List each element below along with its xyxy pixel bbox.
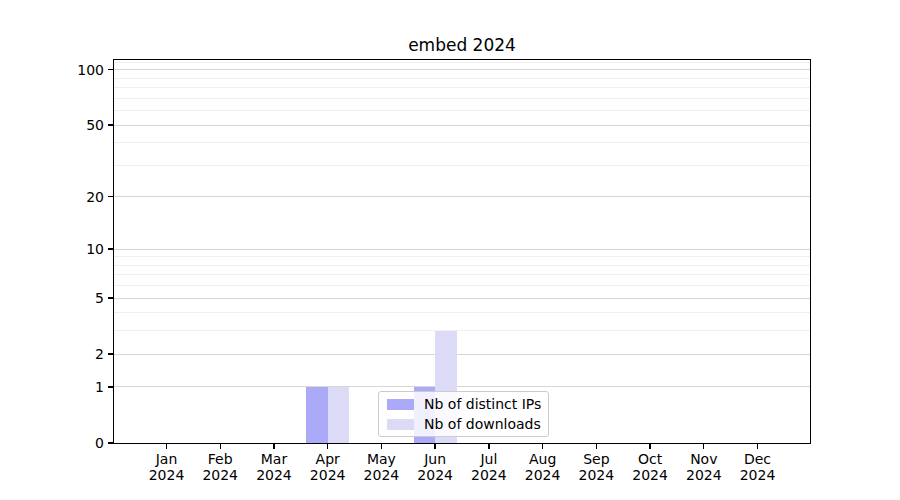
legend-item-distinct-ips: Nb of distinct IPs bbox=[387, 396, 548, 412]
gridline-minor bbox=[114, 312, 810, 313]
x-tick-mark bbox=[220, 444, 221, 449]
gridline-minor bbox=[114, 330, 810, 331]
gridline-minor bbox=[114, 110, 810, 111]
gridline-major bbox=[114, 125, 810, 126]
gridline-major bbox=[114, 298, 810, 299]
gridline-minor bbox=[114, 256, 810, 257]
gridline-major bbox=[114, 249, 810, 250]
y-tick-label: 1 bbox=[54, 378, 104, 396]
plot-area bbox=[114, 60, 810, 443]
y-tick-label: 10 bbox=[54, 240, 104, 258]
gridline-major bbox=[114, 354, 810, 355]
x-tick-mark bbox=[434, 444, 435, 449]
gridline-major bbox=[114, 386, 810, 387]
legend-label-distinct-ips: Nb of distinct IPs bbox=[424, 396, 541, 412]
legend-swatch-downloads-icon bbox=[387, 419, 414, 430]
gridline-minor bbox=[114, 285, 810, 286]
y-tick-mark bbox=[108, 442, 114, 443]
gridline-minor bbox=[114, 142, 810, 143]
y-tick-label: 50 bbox=[54, 116, 104, 134]
gridline-major bbox=[114, 196, 810, 197]
x-tick-mark bbox=[703, 444, 704, 449]
y-tick-mark bbox=[108, 69, 114, 70]
y-tick-label: 20 bbox=[54, 188, 104, 206]
legend-swatch-distinct-ips-icon bbox=[387, 399, 414, 410]
gridline-minor bbox=[114, 78, 810, 79]
x-tick-mark bbox=[542, 444, 543, 449]
y-tick-mark bbox=[108, 196, 114, 197]
chart-title: embed 2024 bbox=[114, 34, 810, 56]
gridline-minor bbox=[114, 62, 810, 63]
x-tick-mark bbox=[488, 444, 489, 449]
x-tick-month: Dec bbox=[726, 451, 790, 467]
x-tick-label: Dec2024 bbox=[726, 451, 790, 483]
x-tick-mark bbox=[649, 444, 650, 449]
x-tick-year: 2024 bbox=[726, 467, 790, 483]
legend: Nb of distinct IPs Nb of downloads bbox=[378, 391, 549, 437]
legend-item-downloads: Nb of downloads bbox=[387, 416, 548, 432]
y-tick-mark bbox=[108, 353, 114, 354]
y-tick-mark bbox=[108, 248, 114, 249]
y-tick-mark bbox=[108, 297, 114, 298]
x-tick-mark bbox=[273, 444, 274, 449]
x-tick-mark bbox=[596, 444, 597, 449]
y-tick-mark bbox=[108, 124, 114, 125]
bar-distinct-ips-apr bbox=[306, 387, 328, 443]
x-tick-mark bbox=[166, 444, 167, 449]
gridline-major bbox=[114, 69, 810, 70]
bar-downloads-apr bbox=[328, 387, 350, 443]
x-tick-mark bbox=[327, 444, 328, 449]
figure: embed 2024 0125102050100 Jan2024Feb2024M… bbox=[0, 0, 900, 500]
x-tick-mark bbox=[381, 444, 382, 449]
y-tick-mark bbox=[108, 386, 114, 387]
y-tick-label: 0 bbox=[54, 434, 104, 452]
legend-label-downloads: Nb of downloads bbox=[424, 416, 541, 432]
gridline-minor bbox=[114, 165, 810, 166]
gridline-minor bbox=[114, 265, 810, 266]
gridline-minor bbox=[114, 87, 810, 88]
y-tick-label: 100 bbox=[54, 61, 104, 79]
y-tick-label: 2 bbox=[54, 345, 104, 363]
gridline-minor bbox=[114, 274, 810, 275]
x-tick-mark bbox=[757, 444, 758, 449]
gridline-minor bbox=[114, 98, 810, 99]
y-tick-label: 5 bbox=[54, 289, 104, 307]
